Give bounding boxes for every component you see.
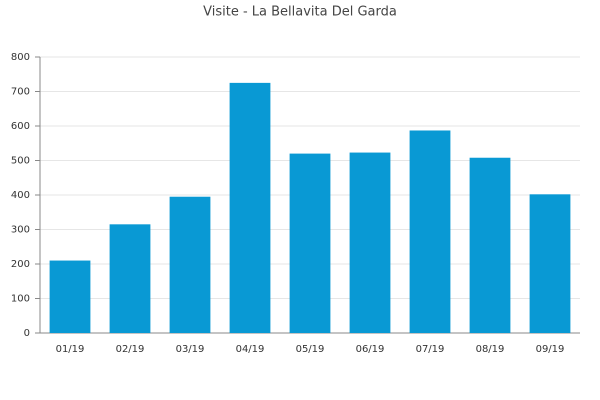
bar [409,130,451,333]
y-tick-label: 800 [11,52,30,63]
y-tick-label: 300 [11,225,30,236]
x-tick-label: 08/19 [476,344,505,355]
x-tick-label: 06/19 [356,344,385,355]
y-tick-label: 400 [11,190,30,201]
y-tick-label: 100 [11,294,30,305]
x-tick-label: 04/19 [236,344,265,355]
bar [349,152,391,333]
y-tick-label: 200 [11,259,30,270]
chart-title: Visite - La Bellavita Del Garda [203,5,397,20]
bar [109,224,151,333]
x-tick-label: 05/19 [296,344,325,355]
y-tick-label: 500 [11,156,30,167]
x-tick-label: 02/19 [116,344,145,355]
bar [529,194,571,333]
x-tick-label: 01/19 [56,344,85,355]
y-tick-label: 0 [24,328,30,339]
x-tick-label: 09/19 [536,344,565,355]
y-tick-label: 600 [11,121,30,132]
bar [289,153,331,333]
bar [469,157,511,333]
bar [169,196,211,333]
x-tick-label: 07/19 [416,344,445,355]
y-tick-label: 700 [11,87,30,98]
x-tick-label: 03/19 [176,344,205,355]
bar [229,82,271,333]
bar [49,260,91,333]
